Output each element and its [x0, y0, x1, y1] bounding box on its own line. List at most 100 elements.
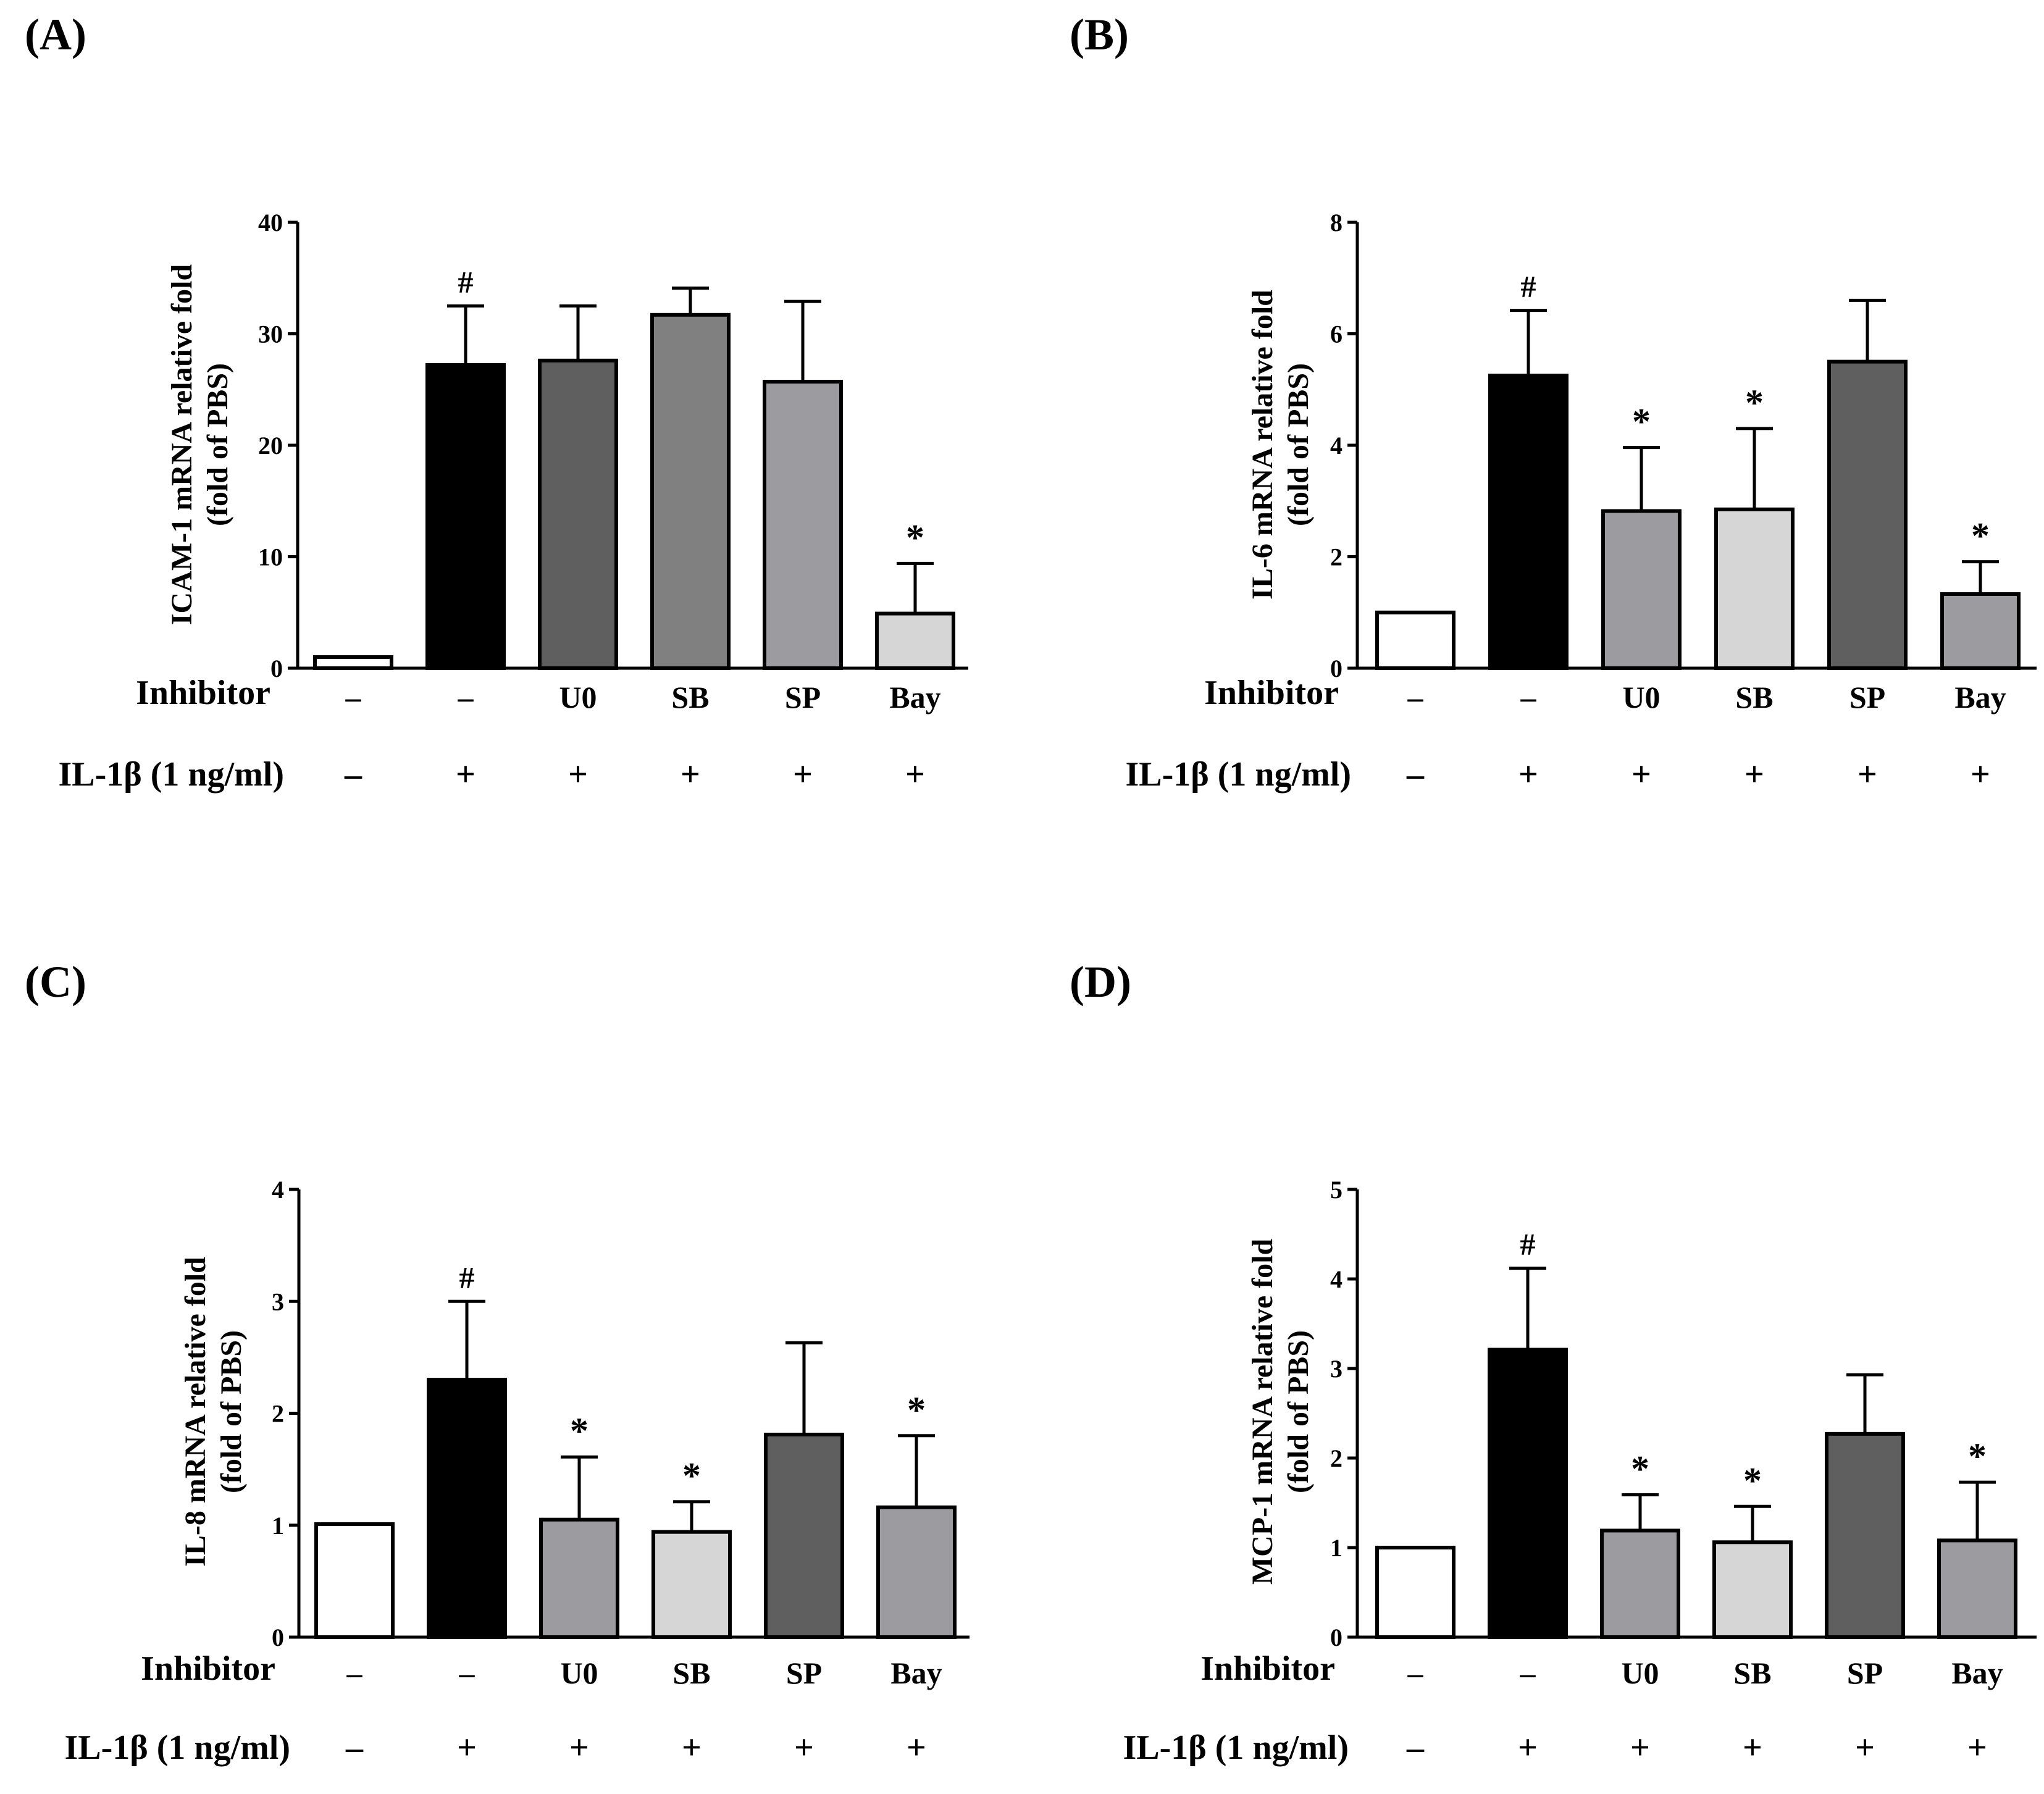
- treatment-value: +: [905, 755, 925, 794]
- bar-4: [1712, 1540, 1793, 1640]
- treatment-value: +: [1518, 755, 1538, 794]
- treatment-value: +: [1518, 1729, 1538, 1767]
- inhibitor-value: U0: [560, 1656, 598, 1690]
- panel-label: (C): [25, 957, 86, 1007]
- bar-5: [763, 380, 843, 670]
- y-tick-label: 0: [1330, 1624, 1342, 1651]
- bar-5: [764, 1432, 844, 1639]
- treatment-row-label: IL-1β (1 ng/ml): [1125, 755, 1351, 794]
- bar-4: [1714, 507, 1795, 670]
- inhibitor-value: –: [1520, 680, 1537, 715]
- significance-star: *: [570, 1410, 588, 1451]
- bar-2: [1488, 1348, 1568, 1640]
- significance-star: *: [1968, 1436, 1987, 1477]
- panel-label: (A): [25, 10, 86, 59]
- significance-hash: #: [1520, 1227, 1536, 1262]
- treatment-row-label: IL-1β (1 ng/ml): [1123, 1729, 1349, 1767]
- y-tick-label: 4: [1330, 1265, 1342, 1293]
- significance-star: *: [1632, 401, 1651, 442]
- significance-star: *: [682, 1456, 701, 1496]
- inhibitor-value: SP: [786, 1656, 822, 1690]
- treatment-value: +: [1631, 755, 1651, 794]
- inhibitor-value: SB: [671, 680, 709, 715]
- inhibitor-value: U0: [559, 680, 597, 715]
- treatment-value: +: [794, 1729, 814, 1767]
- treatment-row-label: IL-1β (1 ng/ml): [64, 1729, 290, 1767]
- bar-1: [314, 1522, 395, 1639]
- significance-star: *: [1631, 1448, 1649, 1489]
- chart-panel-a: (A) 0 10 20 30 40 ICAM-1 mRNA relative fold (fo…: [25, 10, 968, 794]
- y-tick-label: 3: [1330, 1355, 1342, 1383]
- bar-4: [650, 312, 731, 670]
- treatment-value: +: [1971, 755, 1990, 794]
- inhibitor-row-label: Inhibitor: [1204, 674, 1339, 712]
- chart-panel-b: (B) 0 2 4 6 8 IL-6 mRNA relative fold (fold of …: [1070, 10, 2037, 794]
- bar-3: [1601, 509, 1682, 670]
- y-axis-label-line2: (fold of PBS): [215, 1330, 248, 1493]
- bar-2: [425, 363, 506, 670]
- treatment-value: +: [793, 755, 813, 794]
- bar-5: [1827, 359, 1908, 670]
- inhibitor-value: Bay: [1954, 680, 2006, 715]
- inhibitor-value: SB: [1735, 680, 1773, 715]
- inhibitor-value: Bay: [1951, 1656, 2003, 1690]
- inhibitor-value: –: [1407, 1656, 1424, 1690]
- y-tick-label: 30: [258, 321, 283, 348]
- y-axis-label-line1: ICAM-1 mRNA relative fold: [165, 264, 198, 626]
- inhibitor-value: SB: [672, 1656, 710, 1690]
- y-axis-label: IL-8 mRNA relative fold (fold of PBS): [179, 1257, 248, 1567]
- inhibitor-value: –: [346, 1656, 363, 1690]
- panel-label: (D): [1070, 957, 1131, 1007]
- treatment-value: –: [1406, 1729, 1425, 1767]
- bar-3: [1600, 1528, 1680, 1639]
- inhibitor-value: U0: [1621, 1656, 1659, 1690]
- y-axis-label-line1: IL-6 mRNA relative fold: [1246, 290, 1279, 600]
- y-axis-label-line1: MCP-1 mRNA relative fold: [1246, 1239, 1279, 1585]
- y-axis-label: ICAM-1 mRNA relative fold (fold of PBS): [165, 264, 234, 626]
- bar-6: [1937, 1538, 2017, 1639]
- treatment-value: +: [1630, 1729, 1650, 1767]
- significance-star: *: [1971, 516, 1990, 556]
- y-axis-label: MCP-1 mRNA relative fold (fold of PBS): [1246, 1239, 1315, 1585]
- treatment-value: +: [568, 755, 588, 794]
- treatment-value: +: [1855, 1729, 1875, 1767]
- inhibitor-value: SB: [1733, 1656, 1771, 1690]
- inhibitor-row-label: Inhibitor: [136, 674, 270, 712]
- treatment-value: +: [569, 1729, 589, 1767]
- inhibitor-value: –: [1520, 1656, 1536, 1690]
- inhibitor-value: SP: [1849, 680, 1885, 715]
- treatment-value: +: [457, 1729, 477, 1767]
- y-tick-label: 0: [272, 1624, 284, 1651]
- inhibitor-value: Bay: [890, 1656, 942, 1690]
- bar-1: [313, 655, 393, 670]
- significance-star: *: [1743, 1460, 1762, 1501]
- y-tick-label: 2: [1330, 543, 1342, 571]
- treatment-value: –: [344, 755, 362, 794]
- treatment-row-label: IL-1β (1 ng/ml): [58, 755, 284, 794]
- inhibitor-value: –: [345, 680, 362, 715]
- y-tick-label: 4: [1330, 432, 1342, 459]
- y-tick-label: 10: [258, 543, 283, 571]
- bar-6: [876, 1505, 957, 1639]
- bar-5: [1825, 1431, 1905, 1640]
- treatment-value: +: [681, 755, 700, 794]
- significance-star: *: [1745, 382, 1764, 423]
- inhibitor-value: SP: [1847, 1656, 1883, 1690]
- inhibitor-value: Bay: [889, 680, 940, 715]
- bar-3: [538, 358, 618, 670]
- treatment-value: +: [1858, 755, 1877, 794]
- treatment-value: –: [1406, 755, 1425, 794]
- treatment-value: +: [682, 1729, 702, 1767]
- treatment-value: +: [1967, 1729, 1987, 1767]
- y-tick-label: 40: [258, 209, 283, 237]
- treatment-value: –: [345, 1729, 364, 1767]
- bar-2: [427, 1378, 507, 1639]
- inhibitor-row-label: Inhibitor: [1200, 1649, 1335, 1688]
- chart-panel-d: (D) 0 1 2 3 4 5 MCP-1 mRNA relative fold (fold o…: [1070, 957, 2037, 1767]
- significance-hash: #: [458, 264, 474, 299]
- y-tick-label: 2: [1330, 1444, 1342, 1472]
- y-tick-label: 20: [258, 432, 283, 459]
- treatment-value: +: [1743, 1729, 1762, 1767]
- panel-label: (B): [1070, 10, 1129, 59]
